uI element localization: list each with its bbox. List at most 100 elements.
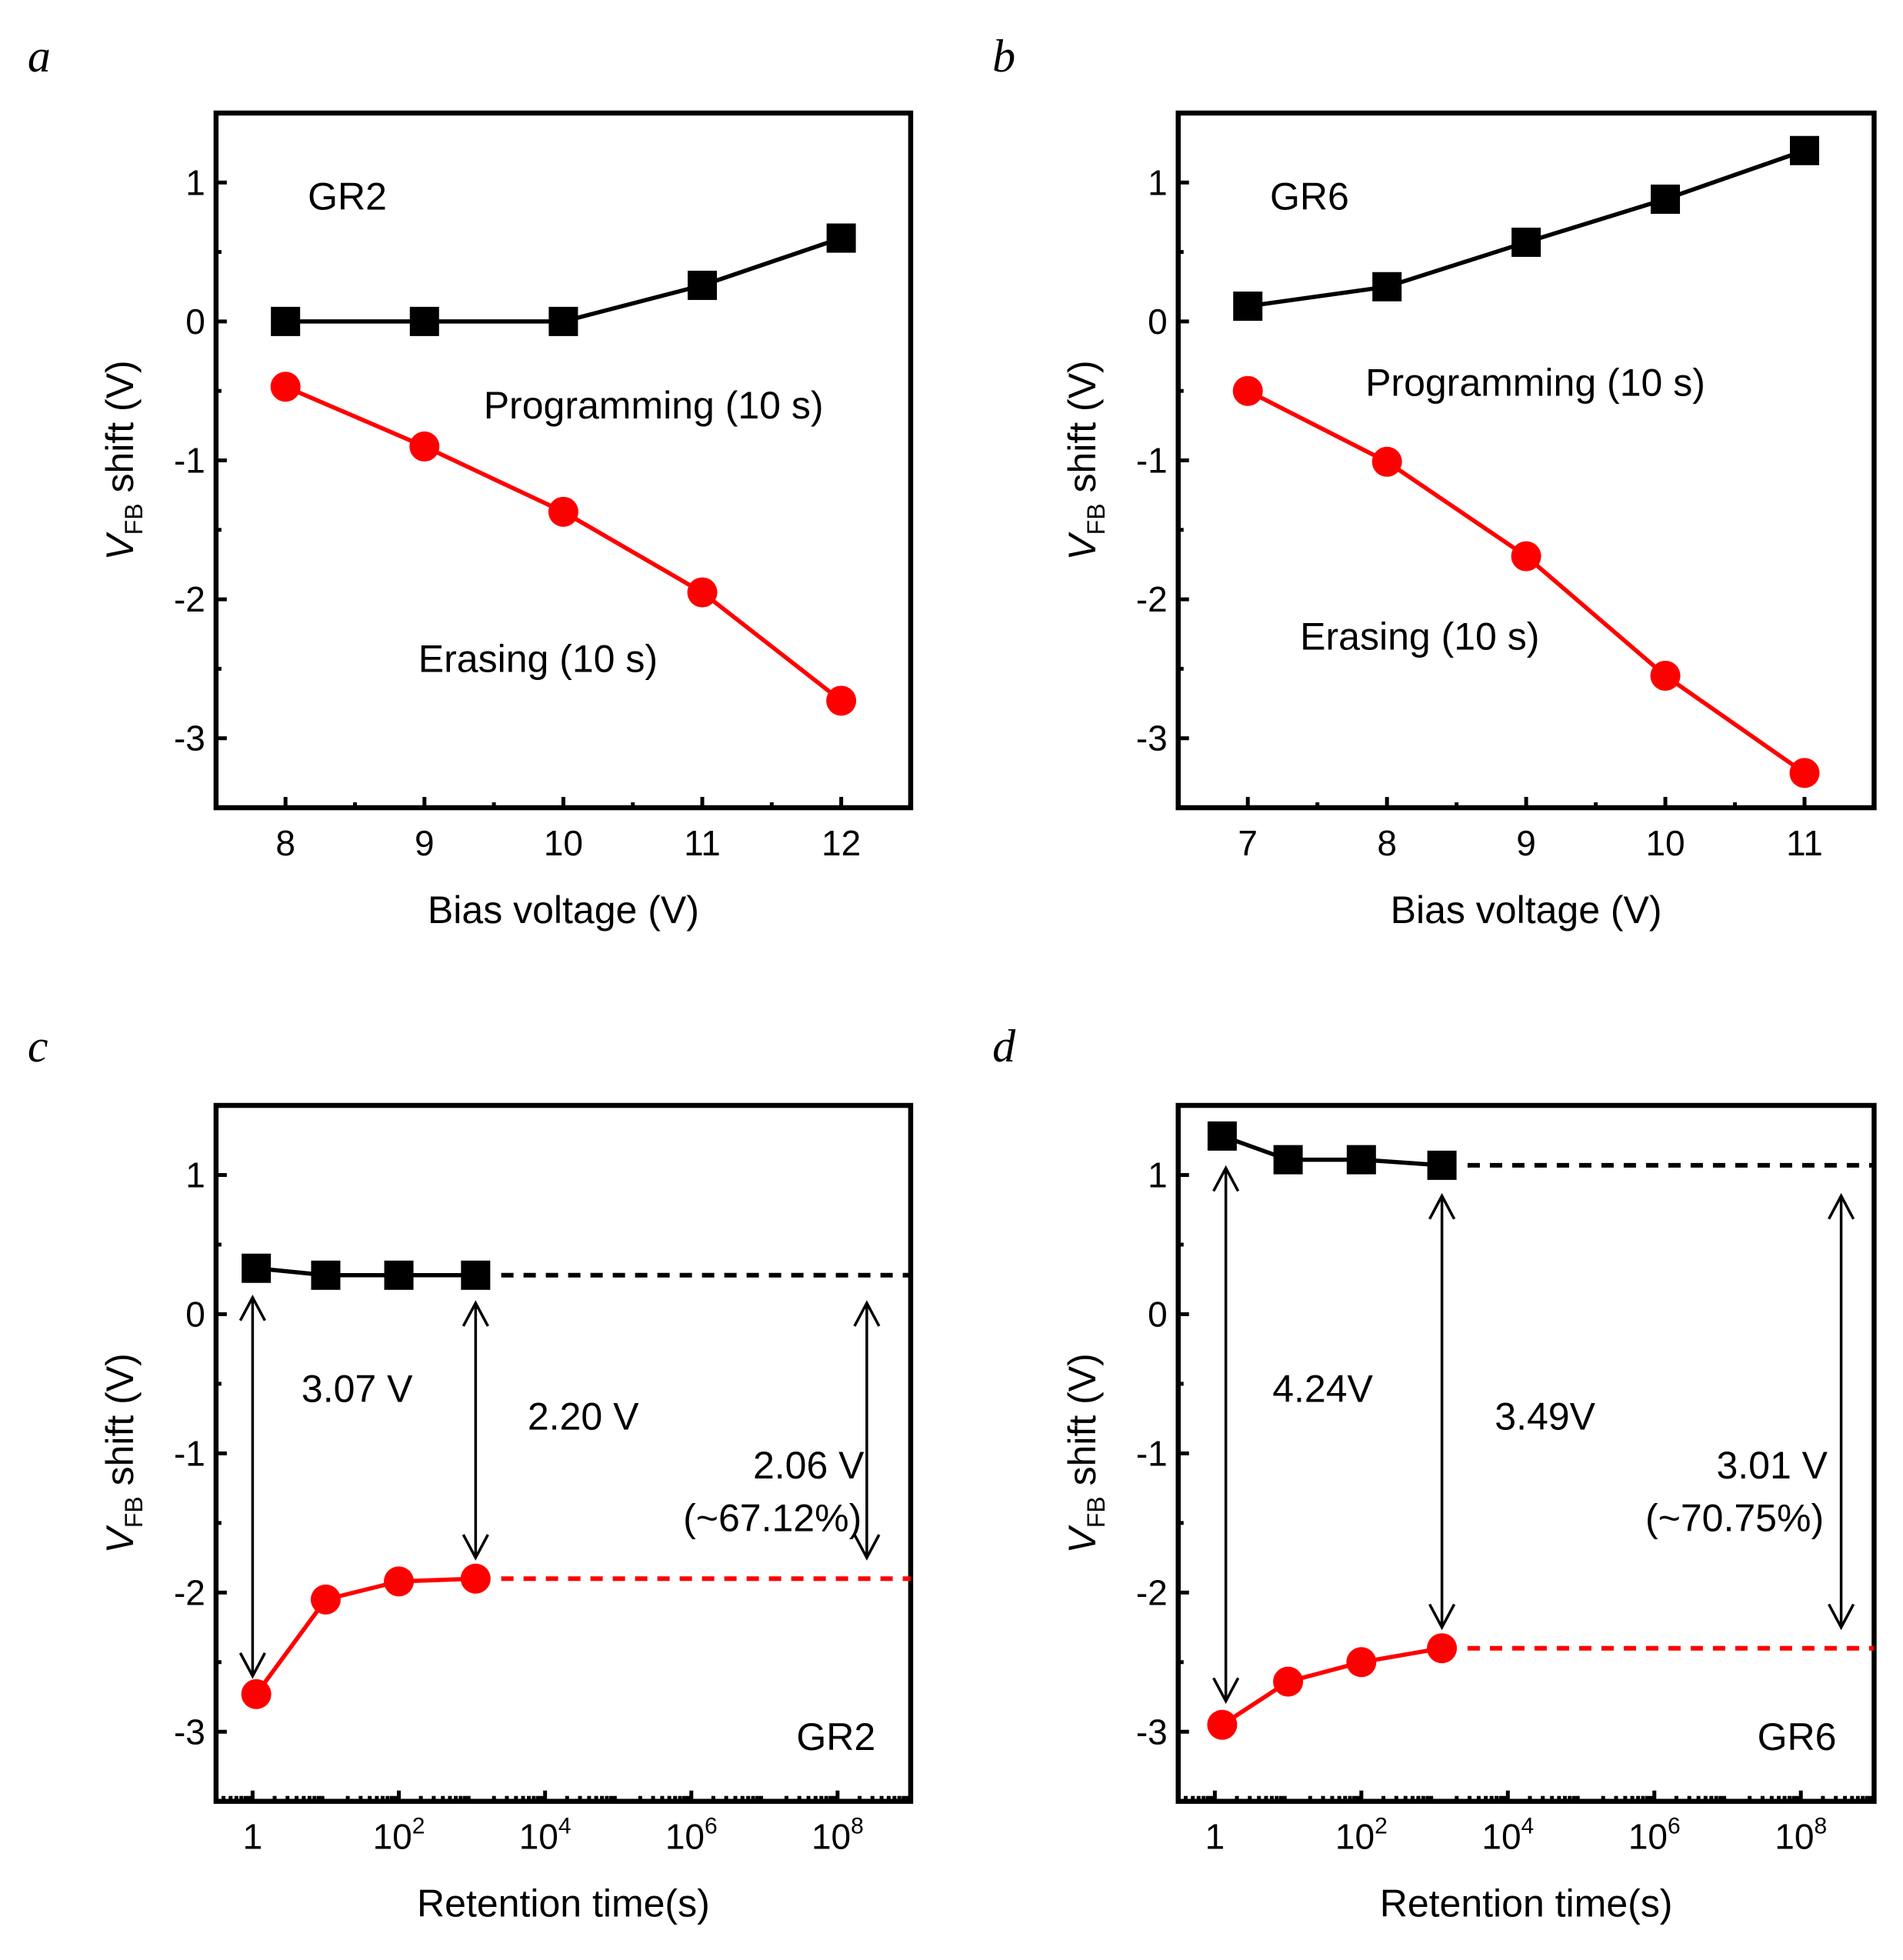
x-tick-label: 9 <box>415 823 435 863</box>
programming-line <box>255 1266 476 1278</box>
x-tick-base: 1 <box>243 1817 263 1857</box>
arrow-head-down <box>462 1534 489 1561</box>
y-axis-label: VFB shift (V) <box>98 360 148 560</box>
y-tick-label: 1 <box>185 162 205 202</box>
arrow-head-up <box>1212 1165 1240 1192</box>
erasing-point <box>826 685 857 716</box>
window-final-percent-label: (~70.75%) <box>1645 1497 1824 1540</box>
erasing-point <box>1427 1633 1458 1664</box>
x-axis-label: Retention time(s) <box>1380 1882 1673 1925</box>
y-tick-label: -3 <box>1136 718 1168 758</box>
erasing-point <box>1789 758 1820 788</box>
x-axis-label: Bias voltage (V) <box>1391 888 1662 932</box>
window-final-label: 2.06 V <box>753 1444 865 1487</box>
erasing-line <box>1221 1645 1443 1727</box>
x-tick-base: 10 <box>1628 1817 1668 1857</box>
window-arrow <box>238 1295 266 1679</box>
x-tick-label: 102 <box>1335 1814 1388 1857</box>
arrow-head-down <box>1212 1677 1240 1705</box>
programming-point <box>1207 1121 1237 1151</box>
programming-point <box>688 270 718 300</box>
window-initial-label: 4.24V <box>1272 1367 1373 1410</box>
window-final-label: 3.01 V <box>1716 1444 1828 1487</box>
x-tick-label: 11 <box>1786 823 1823 863</box>
x-axis-label: Retention time(s) <box>417 1882 710 1925</box>
erasing-point <box>1232 375 1263 406</box>
programming-point <box>548 306 578 336</box>
erasing-point <box>1371 446 1402 477</box>
y-tick-label: 0 <box>1148 302 1168 342</box>
window-arrow <box>462 1300 489 1561</box>
y-axis-label: VFB shift (V) <box>1061 1353 1110 1553</box>
x-tick-base: 10 <box>1335 1817 1375 1857</box>
y-label-v: V <box>1061 532 1104 561</box>
window-arrow <box>1428 1192 1456 1631</box>
y-tick-label: 1 <box>185 1155 205 1195</box>
sample-label: GR6 <box>1270 175 1349 218</box>
y-tick-label: -1 <box>1136 1433 1168 1473</box>
y-label-subscript: FB <box>1082 1496 1110 1528</box>
x-tick-exponent: 6 <box>1668 1814 1681 1839</box>
x-tick-label: 8 <box>1377 823 1397 863</box>
erasing-point <box>310 1584 341 1615</box>
x-tick-exponent: 4 <box>1521 1814 1535 1839</box>
erasing-point <box>409 431 440 462</box>
x-axis-label: Bias voltage (V) <box>428 888 699 932</box>
erasing-point <box>1207 1709 1238 1740</box>
x-tick-label: 10 <box>1645 823 1685 863</box>
programming-point <box>826 223 856 253</box>
y-tick-label: -2 <box>1136 579 1168 619</box>
y-tick-label: 1 <box>1148 162 1168 202</box>
y-tick-label: 0 <box>185 302 205 342</box>
sample-label: GR2 <box>308 175 387 218</box>
sample-label: GR6 <box>1758 1715 1837 1758</box>
x-tick-label: 108 <box>1775 1814 1827 1857</box>
y-label-rest: shift (V) <box>98 1353 142 1496</box>
x-tick-label: 11 <box>684 823 721 863</box>
programming-point <box>271 306 301 336</box>
x-tick-base: 10 <box>519 1817 558 1857</box>
x-tick-label: 104 <box>519 1814 572 1857</box>
y-label-subscript: FB <box>120 503 148 535</box>
x-tick-label: 8 <box>275 823 295 863</box>
x-tick-base: 10 <box>373 1817 412 1857</box>
programming-label: Programming (10 s) <box>484 384 824 427</box>
window-arrow <box>853 1300 881 1561</box>
arrow-head-down <box>1828 1603 1855 1631</box>
window-arrow <box>1212 1165 1240 1705</box>
window-final-percent-label: (~67.12%) <box>683 1497 862 1540</box>
x-tick-label: 108 <box>812 1814 864 1857</box>
erasing-point <box>1273 1666 1304 1697</box>
x-tick-label: 1 <box>243 1817 263 1857</box>
y-tick-label: 0 <box>1148 1294 1168 1334</box>
panel-letter: a <box>28 31 51 82</box>
y-tick-label: -3 <box>174 1712 205 1752</box>
panel-letter: b <box>992 31 1015 82</box>
erasing-line <box>1246 388 1806 775</box>
y-axis-label: VFB shift (V) <box>1061 360 1110 560</box>
erasing-point <box>1346 1647 1377 1678</box>
programming-point <box>384 1260 414 1290</box>
erasing-label: Erasing (10 s) <box>1300 615 1539 658</box>
erasing-line <box>254 1576 476 1696</box>
y-tick-label: -3 <box>174 718 205 758</box>
programming-point <box>1651 184 1681 214</box>
programming-point <box>1372 272 1402 302</box>
x-tick-base: 10 <box>1481 1817 1521 1857</box>
erasing-point <box>384 1566 415 1597</box>
arrow-head-down <box>1428 1603 1456 1631</box>
programming-point <box>311 1260 341 1290</box>
y-tick-label: -1 <box>1136 440 1168 480</box>
x-tick-label: 106 <box>1628 1814 1681 1857</box>
erasing-point <box>687 577 718 608</box>
erasing-label: Erasing (10 s) <box>418 638 658 681</box>
x-tick-label: 12 <box>822 823 861 863</box>
y-tick-label: -2 <box>1136 1572 1168 1612</box>
arrow-head-up <box>853 1300 881 1327</box>
x-tick-exponent: 6 <box>705 1814 718 1839</box>
arrow-head-up <box>1428 1192 1456 1220</box>
arrow-head-up <box>238 1295 266 1322</box>
